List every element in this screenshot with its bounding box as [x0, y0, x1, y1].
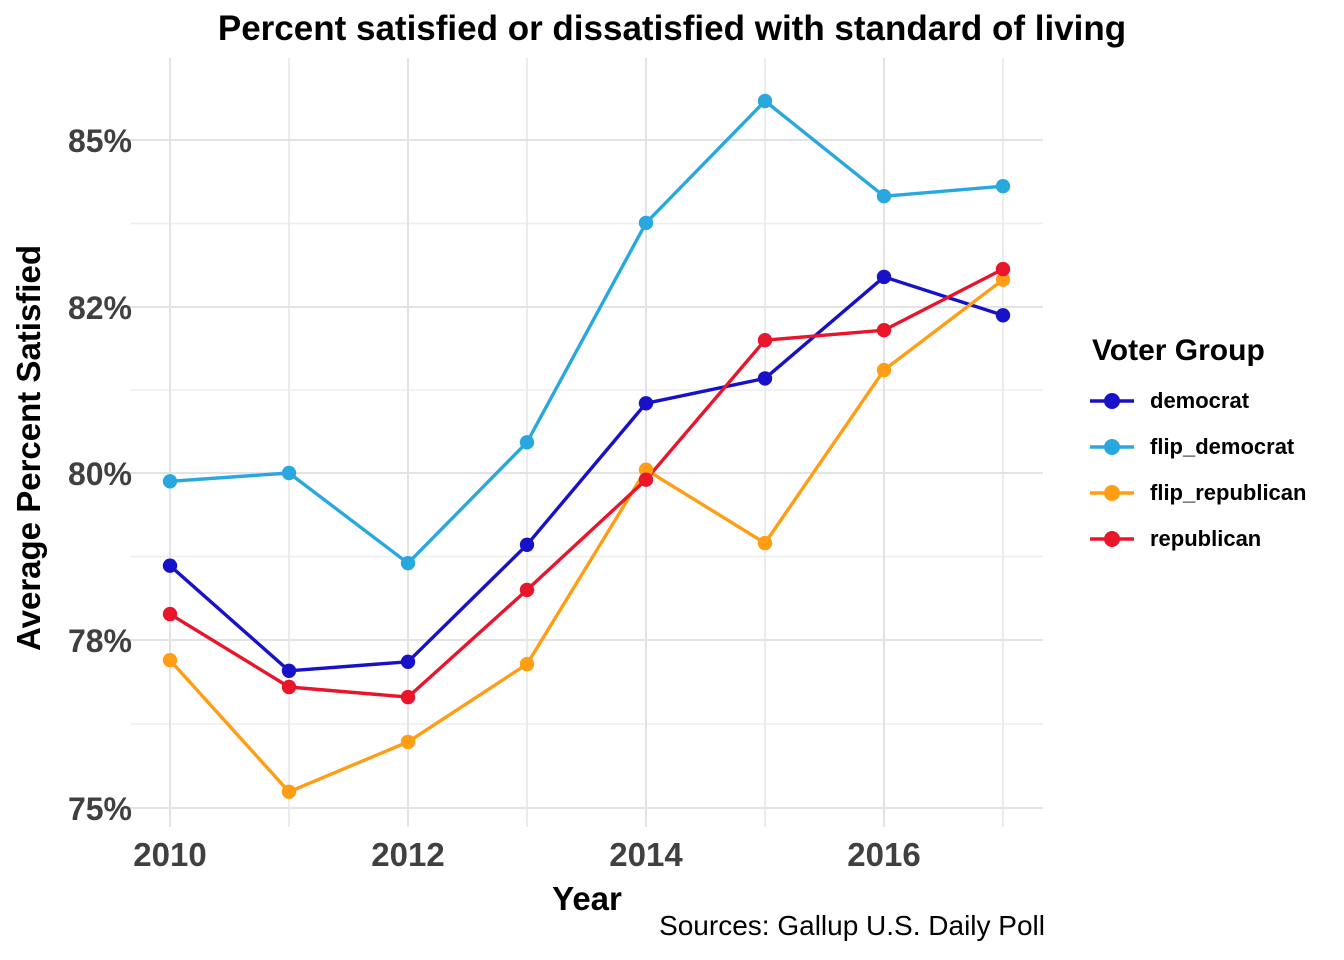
data-point-flip_democrat-2011 [281, 465, 297, 481]
series-line-republican [168, 267, 1005, 699]
series-line-flip_republican [168, 278, 1005, 794]
data-point-democrat-2012 [400, 654, 416, 669]
legend-item-flip_democrat: flip_democrat [1090, 434, 1306, 459]
y-tick-label: 80% [68, 456, 132, 492]
data-point-democrat-2013 [519, 537, 535, 552]
data-point-flip_republican-2012 [400, 734, 416, 750]
y-tick-label: 75% [68, 791, 132, 827]
series-line-democrat [168, 275, 1005, 673]
data-point-republican-2015 [757, 333, 773, 348]
data-point-flip_republican-2013 [519, 656, 535, 672]
legend-key-flip_republican [1090, 485, 1134, 501]
data-point-democrat-2014 [638, 396, 654, 411]
series-line-flip_democrat [168, 99, 1005, 565]
legend-item-label: flip_democrat [1150, 434, 1295, 459]
data-point-flip_republican-2017 [995, 272, 1011, 287]
data-point-flip_democrat-2013 [519, 435, 535, 450]
data-point-flip_republican-2014 [638, 462, 654, 477]
legend-item-flip_republican: flip_republican [1090, 480, 1307, 505]
chart-title: Percent satisfied or dissatisfied with s… [217, 9, 1127, 48]
legend-key-dot [1104, 439, 1120, 455]
data-point-flip_democrat-2015 [757, 93, 773, 109]
data-point-flip_republican-2015 [757, 535, 773, 551]
data-point-republican-2013 [519, 582, 535, 598]
legend-key-democrat [1090, 393, 1134, 409]
data-point-flip_democrat-2016 [876, 189, 892, 204]
legend-key-republican [1090, 531, 1134, 547]
x-tick-label: 2010 [133, 836, 206, 873]
legend-key-dot [1104, 531, 1120, 547]
y-tick-label: 85% [68, 123, 132, 159]
data-point-republican-2011 [281, 679, 297, 695]
data-point-republican-2017 [995, 261, 1011, 277]
legend: Voter Group democrat flip_democrat flip_re… [1090, 334, 1306, 573]
data-point-flip_republican-2016 [876, 362, 892, 378]
axis-tick-labels: 75% 78% 80% 82% 85% 2010 2012 2014 2016 [68, 123, 921, 873]
legend-item-label: republican [1150, 526, 1262, 551]
legend-title: Voter Group [1092, 334, 1265, 367]
x-tick-label: 2012 [371, 836, 444, 873]
data-point-democrat-2015 [757, 371, 773, 386]
data-point-flip_republican-2010 [162, 653, 178, 668]
gridlines-minor [130, 58, 1043, 827]
data-point-flip_democrat-2010 [162, 474, 178, 489]
x-tick-label: 2016 [847, 836, 920, 873]
data-point-republican-2010 [162, 606, 178, 622]
data-point-flip_democrat-2014 [638, 215, 654, 231]
x-axis-title: Year [552, 880, 622, 917]
data-point-democrat-2011 [281, 663, 297, 678]
x-tick-label: 2014 [609, 836, 683, 873]
legend-key-dot [1104, 485, 1120, 501]
data-point-republican-2014 [638, 472, 654, 487]
legend-item-republican: republican [1090, 526, 1306, 551]
data-point-flip_democrat-2017 [995, 179, 1011, 194]
legend-item-democrat: democrat [1090, 388, 1306, 413]
y-tick-label: 78% [68, 623, 132, 659]
legend-item-label: flip_republican [1150, 480, 1307, 505]
data-point-flip_republican-2011 [281, 784, 297, 799]
legend-key-flip_democrat [1090, 439, 1134, 455]
data-point-democrat-2010 [162, 558, 178, 573]
legend-key-dot [1104, 393, 1120, 409]
chart-caption: Sources: Gallup U.S. Daily Poll [659, 910, 1045, 941]
y-tick-label: 82% [68, 290, 132, 326]
series-points [162, 93, 1011, 799]
legend-item-label: democrat [1150, 388, 1250, 413]
gridlines-major [130, 58, 1043, 827]
series-lines [168, 99, 1005, 794]
data-point-democrat-2017 [995, 308, 1011, 323]
data-point-democrat-2016 [876, 269, 892, 285]
data-point-republican-2016 [876, 323, 892, 338]
data-point-republican-2012 [400, 689, 416, 705]
data-point-flip_democrat-2012 [400, 556, 416, 571]
